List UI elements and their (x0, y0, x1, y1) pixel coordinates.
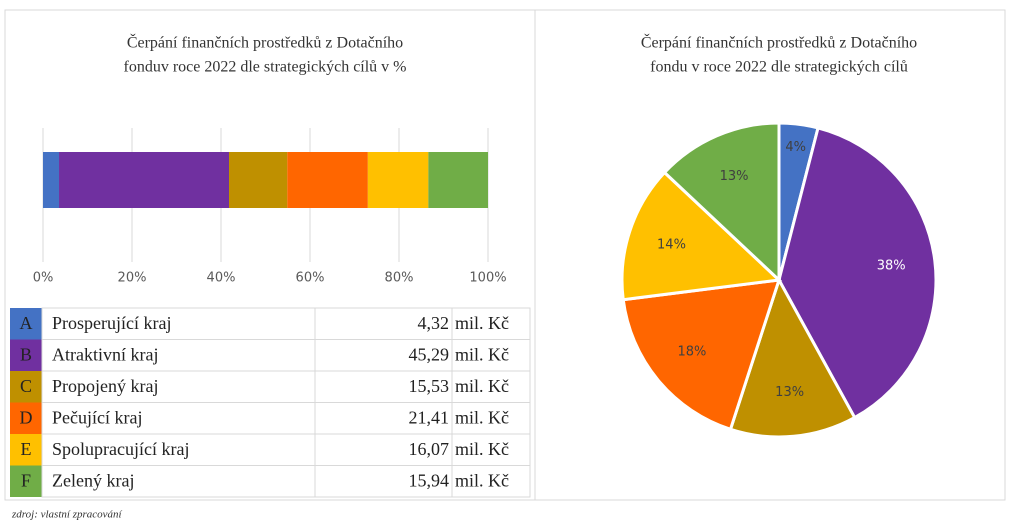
row-name: Atraktivní kraj (52, 344, 158, 364)
row-amount: 15,53 (409, 376, 450, 396)
data-label: 13% (720, 169, 749, 184)
x-tick-label: 40% (207, 271, 236, 286)
letter-cell (10, 402, 42, 434)
row-unit: mil. Kč (455, 313, 509, 333)
row-unit: mil. Kč (455, 470, 509, 490)
row-unit: mil. Kč (455, 344, 509, 364)
row-amount: 45,29 (409, 344, 450, 364)
bar-title: fonduv roce 2022 dle strategických cílů … (123, 59, 406, 76)
row-name: Spolupracující kraj (52, 439, 189, 459)
x-tick-label: 20% (118, 271, 147, 286)
bar-title: Čerpání finančních prostředků z Dotačníh… (127, 33, 403, 52)
row-letter: E (21, 439, 32, 459)
letter-cell (10, 339, 42, 371)
pie-slice (620, 170, 783, 302)
row-letter: F (21, 470, 31, 490)
x-tick-label: 80% (385, 271, 414, 286)
row-letter: B (20, 344, 32, 364)
data-label: 18% (677, 345, 706, 360)
data-label: 13% (775, 385, 804, 400)
source-note: zdroj: vlastní zpracování (11, 509, 123, 521)
letter-cell (10, 465, 42, 497)
x-tick-label: 100% (469, 271, 506, 286)
row-amount: 4,32 (418, 313, 450, 333)
row-amount: 21,41 (409, 407, 450, 427)
bar-segment (367, 152, 429, 208)
pie-slice (662, 121, 781, 284)
letter-cell (10, 434, 42, 466)
row-name: Pečující kraj (52, 407, 142, 427)
row-unit: mil. Kč (455, 439, 509, 459)
row-letter: D (20, 407, 33, 427)
bar-segment (287, 152, 368, 208)
data-label: 38% (877, 258, 906, 273)
bar-segment (229, 152, 288, 208)
row-letter: C (20, 376, 32, 396)
letter-cell (10, 371, 42, 403)
row-cell (41, 465, 531, 498)
letter-cell (10, 308, 42, 340)
pie-title: Čerpání finančních prostředků z Dotačníh… (641, 33, 917, 52)
pie-slice (728, 276, 857, 439)
row-unit: mil. Kč (455, 376, 509, 396)
data-label: 14% (657, 238, 686, 253)
x-tick-label: 0% (33, 271, 54, 286)
data-label: 4% (785, 140, 806, 155)
row-letter: A (20, 313, 33, 333)
row-amount: 15,94 (409, 470, 450, 490)
row-name: Prosperující kraj (52, 313, 171, 333)
row-unit: mil. Kč (455, 407, 509, 427)
row-name: Propojený kraj (52, 376, 158, 396)
x-tick-label: 60% (296, 271, 325, 286)
pie-title: fondu v roce 2022 dle strategických cílů (650, 59, 908, 76)
row-amount: 16,07 (409, 439, 450, 459)
row-name: Zelený kraj (52, 470, 134, 490)
pie-slice (777, 126, 938, 420)
bar-segment (43, 152, 60, 208)
left-panel (4, 9, 536, 501)
pie-slice (621, 278, 782, 432)
bar-segment (428, 152, 488, 208)
bar-segment (59, 152, 230, 208)
